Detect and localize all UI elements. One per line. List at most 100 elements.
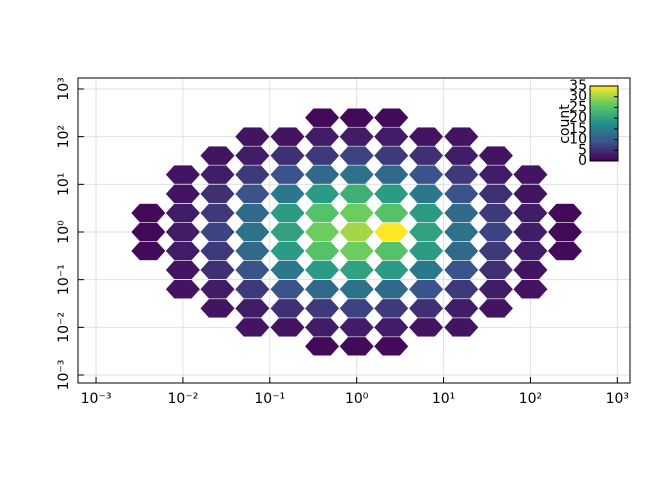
hex-bin	[443, 279, 479, 299]
colorbar-tick-label: 0	[578, 153, 587, 169]
hex-bin	[478, 164, 514, 185]
hex-bin	[339, 241, 375, 261]
y-tick-label: 10⁻²	[56, 312, 72, 343]
hex-bin	[130, 222, 166, 242]
hex-bin	[269, 184, 306, 204]
hex-bin	[339, 222, 375, 242]
hex-bin	[199, 164, 236, 185]
hex-bin	[478, 298, 514, 319]
hex-bin	[199, 241, 236, 261]
hex-bin	[373, 317, 409, 338]
hex-bin	[443, 298, 479, 319]
hex-bin	[130, 203, 166, 223]
hex-bin	[165, 222, 201, 242]
x-tick-label: 10²	[519, 391, 542, 407]
x-tick-label: 10³	[606, 391, 629, 407]
hex-bin	[339, 298, 375, 319]
hex-bin	[443, 203, 479, 223]
hex-bin	[304, 126, 340, 147]
hex-bin	[339, 260, 375, 280]
hex-bin	[547, 241, 583, 261]
y-tick-label: 10⁻³	[56, 360, 72, 391]
hex-bin	[269, 279, 306, 299]
hex-bin	[234, 241, 270, 261]
hex-bin	[443, 260, 479, 280]
x-tick-label: 10⁻³	[81, 391, 112, 407]
hex-bin	[304, 145, 340, 166]
hexes	[130, 107, 583, 357]
hex-bin	[339, 203, 375, 223]
hex-bin	[304, 317, 340, 338]
y-tick-label: 10²	[56, 125, 72, 148]
hex-bin	[408, 203, 444, 223]
hex-bin	[373, 260, 409, 280]
hex-bin	[512, 184, 549, 204]
hex-bin	[443, 317, 479, 338]
hex-bin	[234, 203, 270, 223]
hex-bin	[304, 107, 340, 128]
hex-bin	[199, 203, 236, 223]
hex-bin	[304, 241, 340, 261]
hex-bin	[269, 317, 306, 338]
hex-bin	[512, 279, 549, 299]
hex-bin	[165, 203, 201, 223]
colorbar-tick-label: 30	[569, 89, 587, 105]
hex-bin	[408, 164, 444, 185]
y-tick-label: 10⁰	[56, 220, 72, 244]
hex-bin	[234, 222, 270, 242]
hex-bin	[373, 145, 409, 166]
y-tick-label: 10⁻¹	[56, 264, 72, 295]
hex-bin	[373, 164, 409, 185]
hex-bin	[512, 260, 549, 280]
hex-bin	[269, 145, 306, 166]
hex-bin	[478, 222, 514, 242]
hex-bin	[478, 241, 514, 261]
hex-bin	[234, 298, 270, 319]
hex-bin	[199, 298, 236, 319]
colorbar-tick-label: 10	[569, 132, 587, 148]
hex-bin	[408, 184, 444, 204]
hex-bin	[269, 126, 306, 147]
hex-bin	[304, 336, 340, 357]
hex-bin	[443, 164, 479, 185]
hex-bin	[304, 298, 340, 319]
hex-bin	[443, 145, 479, 166]
hex-bin	[234, 317, 270, 338]
hex-bin	[373, 126, 409, 147]
hex-bin	[512, 164, 549, 185]
hex-bin	[339, 279, 375, 299]
hex-bin	[408, 126, 444, 147]
hex-bin	[443, 126, 479, 147]
hex-bin	[339, 317, 375, 338]
hex-bin	[165, 164, 201, 185]
hex-bin	[339, 107, 375, 128]
hex-bin	[373, 184, 409, 204]
y-tick-label: 10¹	[56, 173, 72, 196]
plot-frame	[77, 77, 631, 384]
hex-bin	[269, 241, 306, 261]
colorbar-tick-label: 15	[569, 121, 587, 137]
hex-bin	[199, 222, 236, 242]
hex-bin	[339, 126, 375, 147]
hex-bin	[199, 260, 236, 280]
hex-bin	[199, 279, 236, 299]
hex-bin	[269, 260, 306, 280]
hex-bin	[408, 241, 444, 261]
hex-bin	[373, 241, 409, 261]
hex-bin	[269, 222, 306, 242]
hex-bin	[269, 298, 306, 319]
hex-bin	[304, 260, 340, 280]
hex-bin	[408, 145, 444, 166]
hex-bin	[234, 164, 270, 185]
hex-bin	[130, 241, 166, 261]
hex-bin	[547, 222, 583, 242]
hex-bin	[373, 222, 409, 242]
hex-bin	[408, 260, 444, 280]
colorbar-tick-label: 5	[578, 142, 587, 158]
hex-bin	[547, 203, 583, 223]
hex-bin	[478, 145, 514, 166]
hex-bin	[339, 184, 375, 204]
hex-bin	[373, 279, 409, 299]
x-tick-label: 10⁻¹	[254, 391, 285, 407]
